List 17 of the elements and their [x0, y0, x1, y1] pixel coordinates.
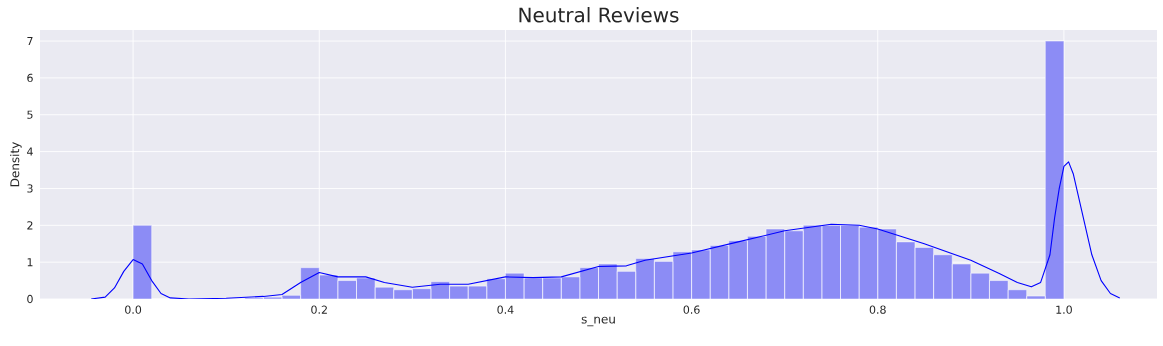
x-tick-label: 0.6	[683, 305, 700, 314]
x-tick-label: 0.0	[125, 305, 142, 314]
y-tick-label: 3	[27, 184, 33, 193]
chart-title: Neutral Reviews	[519, 7, 679, 23]
x-tick-label: 0.8	[869, 305, 886, 314]
y-tick-label: 0	[27, 294, 33, 304]
y-tick-label: 6	[27, 73, 33, 83]
x-tick-label: 1.0	[1056, 305, 1072, 314]
x-tick-label: 0.2	[311, 305, 327, 314]
y-tick-label: 4	[27, 147, 33, 156]
y-tick-label: 2	[27, 221, 33, 230]
x-axis-title: s_neu	[581, 316, 615, 327]
y-tick-label: 5	[27, 110, 33, 119]
x-tick-label: 0.4	[497, 305, 514, 314]
y-tick-label: 7	[27, 37, 33, 46]
y-axis-title: Density	[10, 142, 22, 187]
y-tick-label: 1	[27, 258, 33, 267]
